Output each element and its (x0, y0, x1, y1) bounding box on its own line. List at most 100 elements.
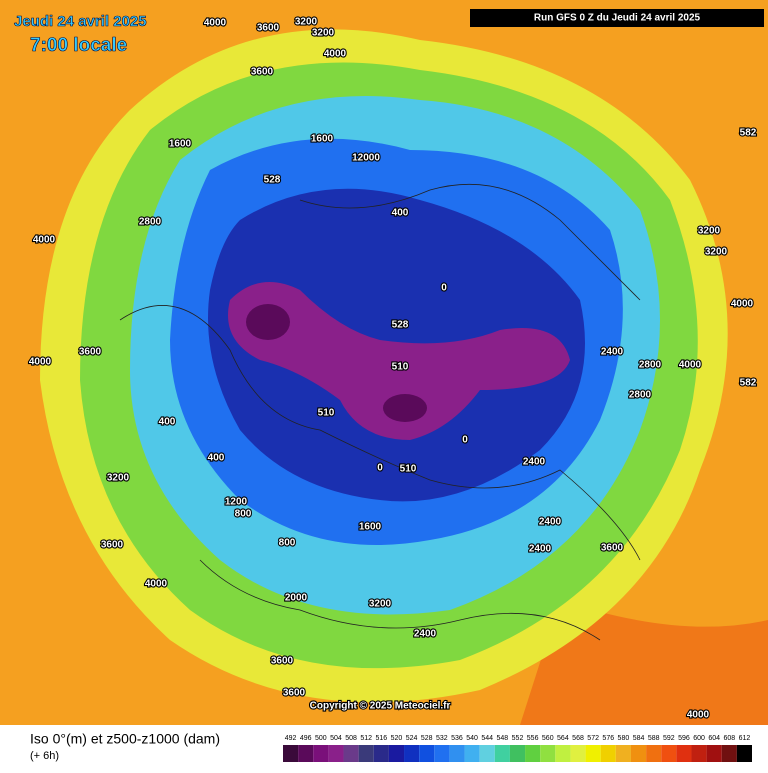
contour-label: 528 (392, 320, 409, 331)
legend-swatch (736, 745, 752, 762)
contour-label: 4000 (33, 235, 56, 246)
zone-purple (228, 282, 570, 440)
legend-swatch (298, 745, 314, 762)
contour-label: 12000 (352, 153, 380, 164)
contour-label: 800 (235, 509, 252, 520)
coastlines (119, 183, 641, 641)
legend-tick-label: 560 (542, 735, 554, 742)
legend-swatch (373, 745, 389, 762)
legend-swatch (585, 745, 601, 762)
contour-label: 528 (264, 175, 281, 186)
legend-swatch (313, 745, 329, 762)
copyright: Copyright © 2025 Meteociel.fr (310, 701, 451, 712)
legend-swatch (525, 745, 541, 762)
legend-swatch (509, 745, 526, 762)
contour-label: 4000 (29, 357, 52, 368)
legend-tick-label: 524 (406, 735, 418, 742)
contour-label: 3200 (698, 226, 721, 237)
legend-tick-label: 596 (678, 735, 690, 742)
low-center (246, 304, 290, 340)
contour-label: 2800 (629, 390, 652, 401)
legend-tick-label: 544 (481, 735, 493, 742)
legend-tick-label: 492 (285, 735, 297, 742)
legend-swatch (706, 745, 722, 762)
legend-tick-label: 528 (421, 735, 433, 742)
legend-tick-label: 584 (633, 735, 645, 742)
legend-swatch (615, 745, 631, 762)
contour-label: 1600 (359, 522, 382, 533)
contour-label: 1600 (311, 134, 334, 145)
run-banner (470, 9, 764, 27)
footer-title: Iso 0°(m) et z500-z1000 (dam) (30, 731, 220, 747)
legend-swatch (283, 745, 299, 762)
date: Jeudi 24 avril 2025 (14, 13, 147, 30)
contour-label: 3200 (312, 28, 335, 39)
contour-label: 2800 (139, 217, 162, 228)
contour-label: 3200 (705, 247, 728, 258)
legend-tick-label: 532 (436, 735, 448, 742)
contour-label: 0 (441, 283, 447, 294)
legend-swatch (494, 745, 510, 762)
legend-tick-label: 604 (708, 735, 720, 742)
contour-label: 3600 (271, 656, 294, 667)
contour-label: 582 (740, 128, 757, 139)
legend-swatch (600, 745, 616, 762)
legend-tick-label: 588 (648, 735, 660, 742)
contour-label: 2400 (529, 544, 552, 555)
legend-tick-label: 564 (557, 735, 569, 742)
contour-label: 3200 (369, 599, 392, 610)
contour-label: 400 (208, 453, 225, 464)
legend-swatch (630, 745, 647, 762)
legend-swatch (419, 745, 435, 762)
legend-swatch (343, 745, 359, 762)
legend-tick-label: 580 (618, 735, 630, 742)
legend-tick-label: 548 (497, 735, 509, 742)
legend-swatch (691, 745, 707, 762)
legend-swatch (479, 745, 495, 762)
contour-label: 3600 (101, 540, 124, 551)
run-info: Run GFS 0 Z du Jeudi 24 avril 2025 (534, 13, 701, 24)
legend-tick-label: 516 (375, 735, 387, 742)
contour-label: 2000 (285, 593, 308, 604)
legend-swatch (646, 745, 662, 762)
contour-label: 0 (462, 435, 468, 446)
contour-label: 510 (400, 464, 417, 475)
contour-label: 3200 (295, 17, 318, 28)
legend-swatch (358, 745, 374, 762)
legend-tick-label: 576 (602, 735, 614, 742)
legend-swatch (388, 745, 405, 762)
contour-label: 4000 (731, 299, 754, 310)
legend-tick-label: 556 (527, 735, 539, 742)
contour-label: 4000 (324, 49, 347, 60)
legend-tick-label: 520 (391, 735, 403, 742)
legend-tick-label: 496 (300, 735, 312, 742)
legend-swatch (404, 745, 420, 762)
legend-tick-label: 572 (587, 735, 599, 742)
legend-tick-label: 500 (315, 735, 327, 742)
contour-label: 1200 (225, 497, 248, 508)
low-center (383, 394, 427, 422)
legend-swatch (328, 745, 344, 762)
contour-label: 4000 (204, 18, 227, 29)
contour-label: 3600 (601, 543, 624, 554)
contour-label: 4000 (679, 360, 702, 371)
contour-label: 510 (392, 362, 409, 373)
contour-label: 4000 (145, 579, 168, 590)
contour-label: 2400 (523, 457, 546, 468)
legend-tick-label: 552 (512, 735, 524, 742)
contour-label: 3600 (283, 688, 306, 699)
legend-tick-label: 568 (572, 735, 584, 742)
legend-swatch (570, 745, 586, 762)
legend-tick-label: 508 (345, 735, 357, 742)
contour-label: 510 (318, 408, 335, 419)
contour-label: 400 (392, 208, 409, 219)
contour-label: 800 (279, 538, 296, 549)
contour-label: 2400 (414, 629, 437, 640)
contour-label: 400 (159, 417, 176, 428)
legend-swatch (721, 745, 737, 762)
legend-tick-label: 608 (723, 735, 735, 742)
contour-label: 3600 (251, 67, 274, 78)
contour-label: 2400 (539, 517, 562, 528)
